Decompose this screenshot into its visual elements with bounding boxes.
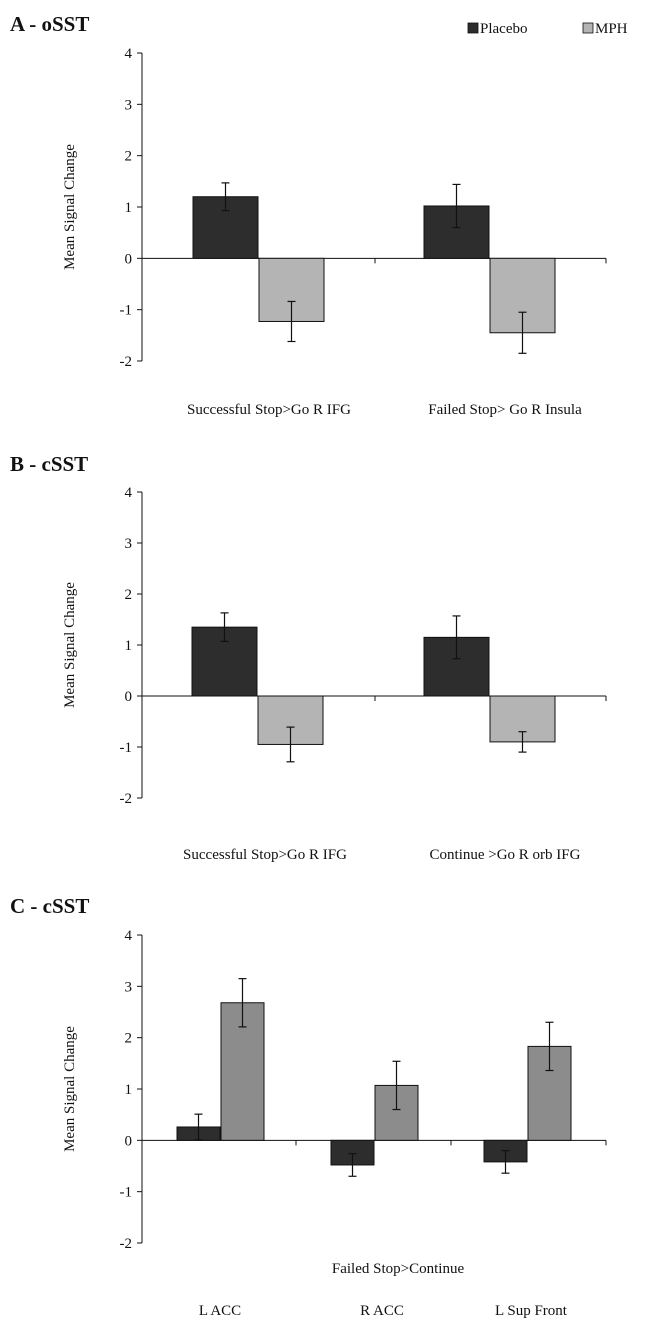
panel-3: C - cSST 4 3 2 1 0 -1 -2 Mean Signal Change L ACC…: [10, 894, 607, 1319]
legend: Placebo MPH: [467, 21, 628, 37]
y-axis-label: Mean Signal Change: [62, 1026, 78, 1152]
legend-swatch-mph: [582, 22, 594, 34]
y-tick-label: 0: [125, 689, 133, 705]
panel-title: B - cSST: [10, 452, 88, 476]
chart-panels: A - oSST 4 3 2 1 0 -1 -2 Mean Signal Change Succe…: [10, 12, 607, 1319]
y-tick-label: 4: [125, 46, 133, 62]
y-tick-label: 1: [125, 1082, 133, 1098]
category-label: Successful Stop>Go R IFG: [187, 402, 351, 418]
category-label: L Sup Front: [495, 1303, 568, 1319]
panel-title: C - cSST: [10, 894, 89, 918]
y-tick-label: 1: [125, 200, 133, 216]
y-tick-label: 0: [125, 251, 133, 267]
category-label: R ACC: [360, 1303, 404, 1319]
y-tick-label: 4: [125, 928, 133, 944]
panel-1: A - oSST 4 3 2 1 0 -1 -2 Mean Signal Change Succe…: [10, 12, 607, 418]
y-tick-label: -1: [120, 1185, 133, 1201]
y-tick-label: 1: [125, 638, 133, 654]
y-axis-label: Mean Signal Change: [62, 582, 78, 708]
legend-label-mph: MPH: [595, 21, 628, 37]
y-tick-label: 3: [125, 979, 133, 995]
y-tick-label: -1: [120, 740, 133, 756]
y-tick-label: 3: [125, 536, 133, 552]
y-tick-label: 4: [125, 485, 133, 501]
x-axis-label: Failed Stop>Continue: [332, 1261, 465, 1277]
y-tick-label: 0: [125, 1133, 133, 1149]
y-tick-label: 2: [125, 149, 133, 165]
category-label: Continue >Go R orb IFG: [430, 847, 581, 863]
y-tick-label: -2: [120, 791, 133, 807]
y-tick-label: -2: [120, 1236, 133, 1252]
y-tick-label: -2: [120, 354, 133, 370]
y-tick-label: 3: [125, 97, 133, 113]
y-tick-label: 2: [125, 1031, 133, 1047]
y-axis-label: Mean Signal Change: [62, 144, 78, 270]
legend-label-placebo: Placebo: [480, 21, 527, 37]
legend-swatch-placebo: [467, 22, 479, 34]
category-label: Successful Stop>Go R IFG: [183, 847, 347, 863]
panel-2: B - cSST 4 3 2 1 0 -1 -2 Mean Signal Change Succe…: [10, 452, 607, 863]
category-label: Failed Stop> Go R Insula: [428, 402, 582, 418]
y-tick-label: 2: [125, 587, 133, 603]
y-tick-label: -1: [120, 303, 133, 319]
panel-title: A - oSST: [10, 12, 89, 36]
category-label: L ACC: [199, 1303, 241, 1319]
